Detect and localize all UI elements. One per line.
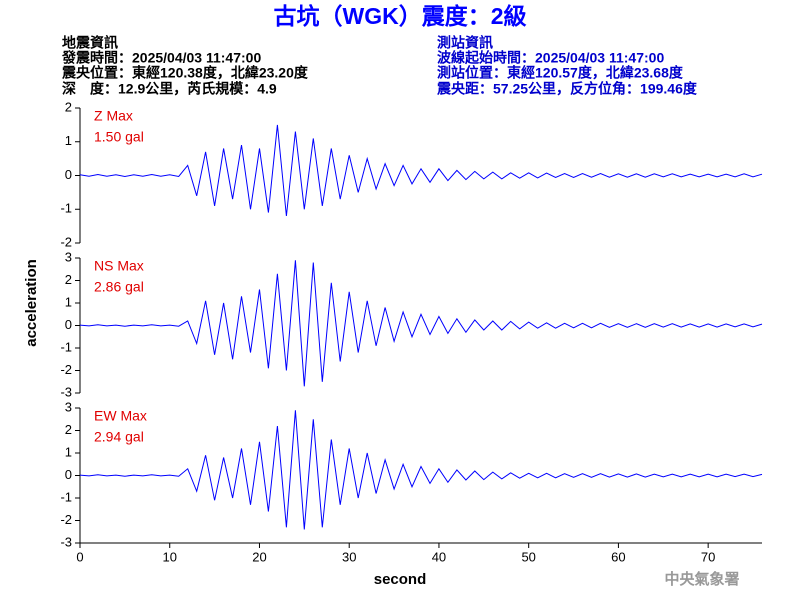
info-text: 測站位置：東經120.57度，北緯23.68度 [437, 65, 684, 81]
y-tick-label: -2 [60, 512, 72, 527]
annotation: 2.94 gal [94, 429, 144, 445]
y-tick-label: 1 [65, 444, 72, 459]
x-tick-label: 50 [521, 549, 535, 564]
x-tick-label: 0 [76, 549, 83, 564]
y-tick-label: 0 [65, 317, 72, 332]
waveform [79, 410, 763, 530]
annotation: 2.86 gal [94, 279, 144, 295]
y-tick-label: 1 [65, 133, 72, 148]
y-axis-label: acceleration [23, 259, 40, 347]
x-tick-label: 70 [701, 549, 715, 564]
y-tick-label: 2 [65, 422, 72, 437]
annotation: 1.50 gal [94, 129, 144, 145]
y-tick-label: -2 [60, 362, 72, 377]
annotation: NS Max [94, 258, 144, 274]
info-text: 震央距：57.25公里，反方位角：199.46度 [436, 81, 698, 97]
y-tick-label: -1 [60, 339, 72, 354]
y-tick-label: -2 [60, 234, 72, 249]
chart-title: 古坑（WGK）震度：2級 [274, 3, 527, 29]
y-tick-label: 0 [65, 467, 72, 482]
y-tick-label: 3 [65, 249, 72, 264]
info-text: 發震時間：2025/04/03 11:47:00 [61, 50, 261, 66]
x-tick-label: 20 [252, 549, 266, 564]
footer: 中央氣象署 [664, 570, 739, 588]
x-tick-label: 30 [342, 549, 356, 564]
y-tick-label: -3 [60, 384, 72, 399]
info-text: 深 度：12.9公里，芮氏規模：4.9 [62, 81, 277, 97]
waveform [79, 260, 763, 387]
y-tick-label: 1 [65, 294, 72, 309]
y-tick-label: 0 [65, 167, 72, 182]
x-tick-label: 40 [432, 549, 446, 564]
annotation: Z Max [94, 108, 133, 124]
x-tick-label: 10 [163, 549, 177, 564]
y-tick-label: -1 [60, 489, 72, 504]
y-tick-label: 2 [65, 99, 72, 114]
x-axis-label: second [374, 571, 427, 588]
info-text: 震央位置：東經120.38度，北緯23.20度 [61, 65, 309, 81]
y-tick-label: -3 [60, 534, 72, 549]
x-tick-label: 60 [611, 549, 625, 564]
annotation: EW Max [94, 408, 147, 424]
info-text: 測站資訊 [437, 35, 493, 51]
y-tick-label: -1 [60, 201, 72, 216]
info-text: 地震資訊 [62, 35, 118, 51]
y-tick-label: 3 [65, 399, 72, 414]
info-text: 波線起始時間：2025/04/03 11:47:00 [437, 50, 664, 66]
waveform [79, 124, 763, 217]
y-tick-label: 2 [65, 272, 72, 287]
